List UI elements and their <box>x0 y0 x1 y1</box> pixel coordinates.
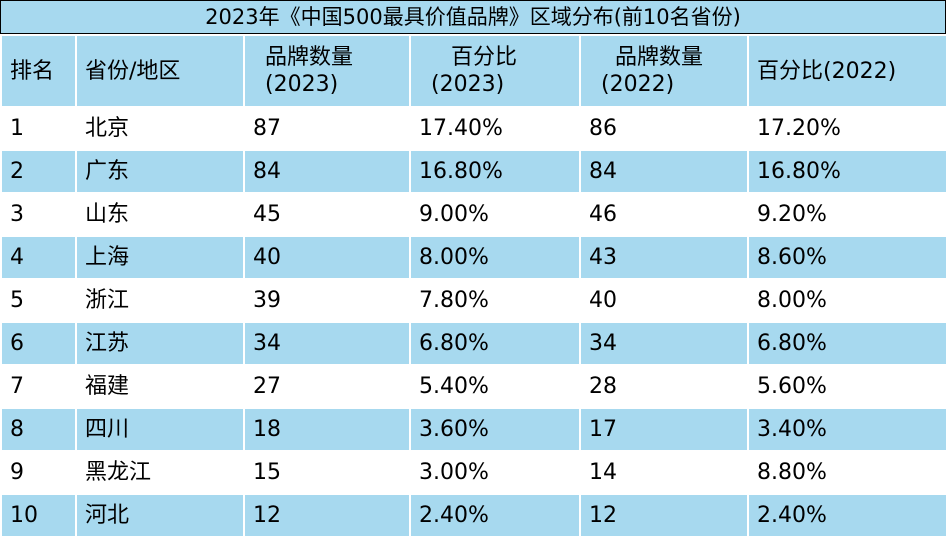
header-pct-2023-line1: 百分比 <box>451 45 518 70</box>
cell-pct-2023[interactable]: 3.00% <box>409 450 581 495</box>
cell-province[interactable]: 四川 <box>75 407 245 452</box>
header-rank[interactable]: 排名 <box>0 34 77 108</box>
cell-province[interactable]: 黑龙江 <box>75 450 245 495</box>
table-row: 9 黑龙江 15 3.00% 14 8.80% <box>0 450 946 495</box>
cell-pct-2023[interactable]: 5.40% <box>409 364 581 409</box>
table-row: 1 北京 87 17.40% 86 17.20% <box>0 106 946 151</box>
table-row: 5 浙江 39 7.80% 40 8.00% <box>0 278 946 323</box>
table-row: 4 上海 40 8.00% 43 8.60% <box>0 235 946 280</box>
cell-rank[interactable]: 10 <box>0 493 77 538</box>
cell-pct-2023[interactable]: 3.60% <box>409 407 581 452</box>
cell-province[interactable]: 广东 <box>75 149 245 194</box>
cell-province[interactable]: 上海 <box>75 235 245 280</box>
table-title: 2023年《中国500最具价值品牌》区域分布(前10名省份) <box>0 0 946 34</box>
cell-rank[interactable]: 6 <box>0 321 77 366</box>
cell-pct-2023[interactable]: 16.80% <box>409 149 581 194</box>
table-body: 1 北京 87 17.40% 86 17.20% 2 广东 84 16.80% 84 16.80% 3 山… <box>0 106 946 538</box>
table-row: 8 四川 18 3.60% 17 3.40% <box>0 407 946 452</box>
cell-count-2023[interactable]: 12 <box>243 493 411 538</box>
cell-rank[interactable]: 8 <box>0 407 77 452</box>
cell-count-2022[interactable]: 14 <box>579 450 749 495</box>
cell-rank[interactable]: 4 <box>0 235 77 280</box>
header-province-label: 省份/地区 <box>85 58 181 84</box>
cell-pct-2023[interactable]: 2.40% <box>409 493 581 538</box>
cell-pct-2022[interactable]: 8.00% <box>747 278 946 323</box>
cell-count-2022[interactable]: 86 <box>579 106 749 151</box>
table-row: 3 山东 45 9.00% 46 9.20% <box>0 192 946 237</box>
header-count-2022-line2: (2022) <box>601 72 675 97</box>
cell-pct-2023[interactable]: 17.40% <box>409 106 581 151</box>
cell-pct-2023[interactable]: 8.00% <box>409 235 581 280</box>
cell-province[interactable]: 河北 <box>75 493 245 538</box>
cell-count-2023[interactable]: 15 <box>243 450 411 495</box>
cell-pct-2022[interactable]: 16.80% <box>747 149 946 194</box>
cell-rank[interactable]: 7 <box>0 364 77 409</box>
table-row: 6 江苏 34 6.80% 34 6.80% <box>0 321 946 366</box>
cell-pct-2022[interactable]: 9.20% <box>747 192 946 237</box>
cell-count-2022[interactable]: 84 <box>579 149 749 194</box>
cell-province[interactable]: 北京 <box>75 106 245 151</box>
cell-count-2022[interactable]: 46 <box>579 192 749 237</box>
cell-pct-2023[interactable]: 7.80% <box>409 278 581 323</box>
cell-count-2022[interactable]: 34 <box>579 321 749 366</box>
header-count-2022-line1: 品牌数量 <box>615 45 704 70</box>
header-pct-2023-line2: (2023) <box>431 72 505 97</box>
cell-count-2023[interactable]: 39 <box>243 278 411 323</box>
cell-count-2023[interactable]: 34 <box>243 321 411 366</box>
cell-rank[interactable]: 5 <box>0 278 77 323</box>
cell-count-2023[interactable]: 84 <box>243 149 411 194</box>
header-count-2023-line1: 品牌数量 <box>265 45 354 70</box>
cell-province[interactable]: 江苏 <box>75 321 245 366</box>
cell-count-2023[interactable]: 87 <box>243 106 411 151</box>
header-rank-label: 排名 <box>10 58 55 84</box>
header-pct-2022[interactable]: 百分比(2022) <box>747 34 946 108</box>
cell-count-2022[interactable]: 43 <box>579 235 749 280</box>
cell-count-2022[interactable]: 40 <box>579 278 749 323</box>
table-row: 2 广东 84 16.80% 84 16.80% <box>0 149 946 194</box>
cell-province[interactable]: 山东 <box>75 192 245 237</box>
cell-count-2022[interactable]: 17 <box>579 407 749 452</box>
cell-pct-2022[interactable]: 3.40% <box>747 407 946 452</box>
cell-count-2023[interactable]: 27 <box>243 364 411 409</box>
cell-pct-2022[interactable]: 2.40% <box>747 493 946 538</box>
cell-count-2023[interactable]: 45 <box>243 192 411 237</box>
cell-pct-2022[interactable]: 8.80% <box>747 450 946 495</box>
cell-pct-2022[interactable]: 5.60% <box>747 364 946 409</box>
cell-rank[interactable]: 2 <box>0 149 77 194</box>
cell-count-2023[interactable]: 40 <box>243 235 411 280</box>
header-count-2023-line2: (2023) <box>265 72 339 97</box>
cell-pct-2023[interactable]: 6.80% <box>409 321 581 366</box>
cell-pct-2022[interactable]: 17.20% <box>747 106 946 151</box>
cell-rank[interactable]: 9 <box>0 450 77 495</box>
cell-province[interactable]: 福建 <box>75 364 245 409</box>
cell-rank[interactable]: 1 <box>0 106 77 151</box>
header-province[interactable]: 省份/地区 <box>75 34 245 108</box>
cell-count-2022[interactable]: 28 <box>579 364 749 409</box>
cell-pct-2023[interactable]: 9.00% <box>409 192 581 237</box>
header-pct-2023[interactable]: 百分比 (2023) <box>409 34 581 108</box>
cell-province[interactable]: 浙江 <box>75 278 245 323</box>
header-count-2023[interactable]: 品牌数量 (2023) <box>243 34 411 108</box>
cell-count-2023[interactable]: 18 <box>243 407 411 452</box>
header-row: 排名 省份/地区 品牌数量 (2023) 百分比 (2023) 品牌数量 (20… <box>0 34 946 108</box>
cell-pct-2022[interactable]: 6.80% <box>747 321 946 366</box>
header-pct-2022-label: 百分比(2022) <box>757 58 897 84</box>
brand-distribution-table: 排名 省份/地区 品牌数量 (2023) 百分比 (2023) 品牌数量 (20… <box>0 34 946 538</box>
cell-rank[interactable]: 3 <box>0 192 77 237</box>
cell-count-2022[interactable]: 12 <box>579 493 749 538</box>
cell-pct-2022[interactable]: 8.60% <box>747 235 946 280</box>
header-count-2022[interactable]: 品牌数量 (2022) <box>579 34 749 108</box>
table-row: 7 福建 27 5.40% 28 5.60% <box>0 364 946 409</box>
table-row: 10 河北 12 2.40% 12 2.40% <box>0 493 946 538</box>
